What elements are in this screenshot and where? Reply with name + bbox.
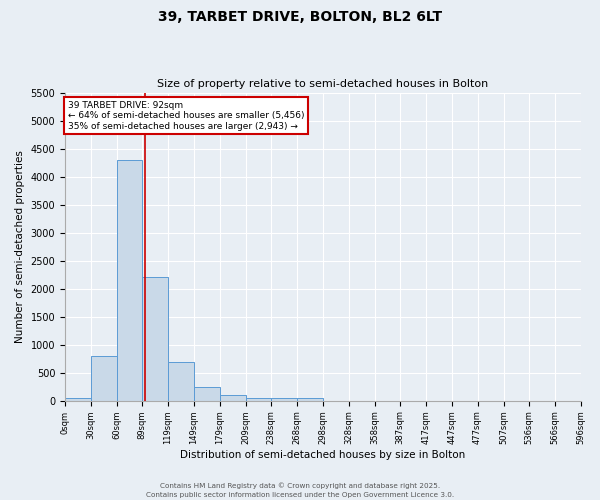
- Y-axis label: Number of semi-detached properties: Number of semi-detached properties: [15, 150, 25, 343]
- Title: Size of property relative to semi-detached houses in Bolton: Size of property relative to semi-detach…: [157, 79, 488, 89]
- Bar: [65, 398, 91, 400]
- X-axis label: Distribution of semi-detached houses by size in Bolton: Distribution of semi-detached houses by …: [180, 450, 466, 460]
- Bar: [297, 398, 323, 400]
- Text: 39, TARBET DRIVE, BOLTON, BL2 6LT: 39, TARBET DRIVE, BOLTON, BL2 6LT: [158, 10, 442, 24]
- Bar: [142, 278, 168, 400]
- Bar: [194, 386, 220, 400]
- Text: Contains HM Land Registry data © Crown copyright and database right 2025.: Contains HM Land Registry data © Crown c…: [160, 482, 440, 489]
- Text: Contains public sector information licensed under the Open Government Licence 3.: Contains public sector information licen…: [146, 492, 454, 498]
- Bar: [271, 398, 297, 400]
- Bar: [168, 362, 194, 401]
- Text: 39 TARBET DRIVE: 92sqm
← 64% of semi-detached houses are smaller (5,456)
35% of : 39 TARBET DRIVE: 92sqm ← 64% of semi-det…: [68, 101, 304, 131]
- Bar: [246, 398, 271, 400]
- Bar: [220, 395, 246, 400]
- Bar: [91, 356, 117, 401]
- Bar: [117, 160, 142, 400]
